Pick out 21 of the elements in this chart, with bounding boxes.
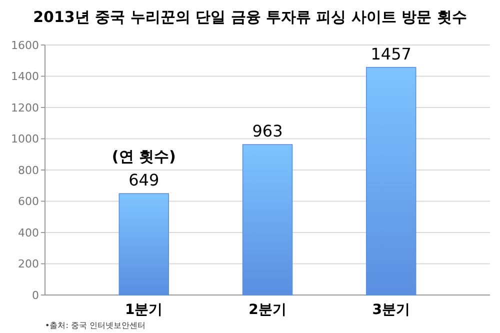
bar: [118, 193, 170, 296]
bar: [242, 144, 293, 296]
data-label: 963: [252, 122, 283, 141]
data-label: 649: [128, 170, 160, 190]
bar: [366, 66, 416, 296]
text: •출처: 중국 인터넷보안센터: [45, 321, 146, 330]
chart-title: 2013년 중국 누리꾼의 단일 금융 투자류 피싱 사이트 방문 횟수: [33, 8, 467, 26]
x-tick-label: 1분기: [125, 302, 163, 318]
annotation: (연 횟수): [112, 148, 176, 166]
y-tick-label: 0: [32, 288, 39, 302]
y-tick-label: 1000: [11, 132, 39, 146]
y-tick-label: 200: [18, 258, 39, 271]
data-label: 1457: [370, 44, 412, 64]
y-tick-label: 400: [18, 226, 39, 240]
x-tick-label: 2분기: [248, 302, 286, 318]
y-tick-label: 800: [18, 164, 39, 177]
y-tick-label: 1200: [11, 101, 39, 114]
y-tick-label: 1600: [11, 38, 39, 52]
x-tick-label: 3분기: [372, 302, 410, 318]
y-tick-label: 600: [18, 195, 39, 208]
y-tick-label: 1400: [11, 70, 39, 84]
